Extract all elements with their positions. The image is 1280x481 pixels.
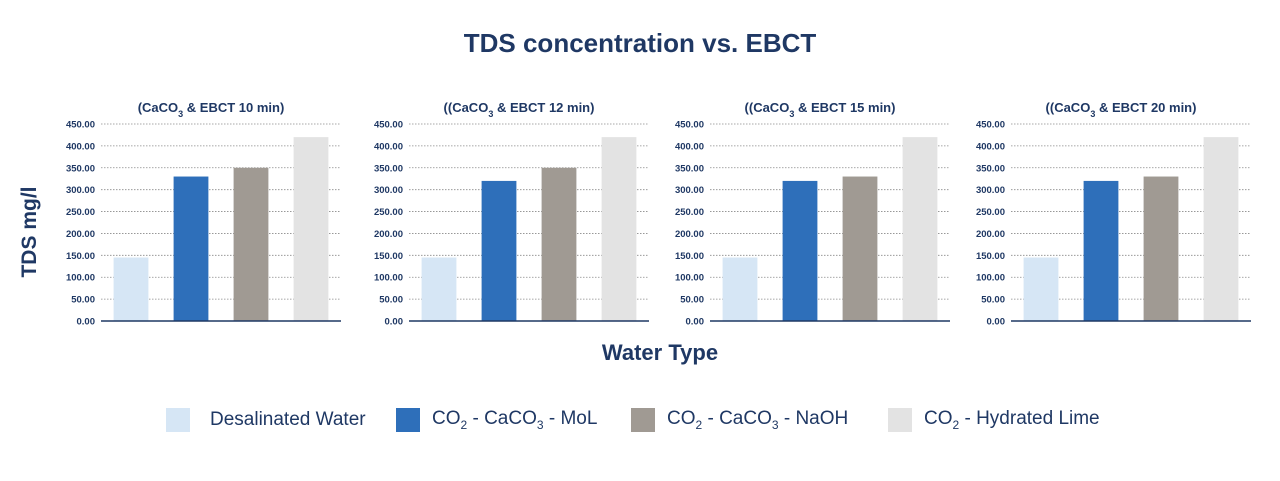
y-tick-label: 350.00 [374, 163, 403, 174]
y-tick-label: 100.00 [66, 273, 95, 284]
y-tick-label: 50.00 [680, 295, 704, 306]
legend-item-co2-caco3-naoh: CO2 - CaCO3 - NaOH [631, 408, 848, 432]
y-tick-label: 0.00 [987, 317, 1006, 328]
y-tick-label: 150.00 [66, 251, 95, 262]
bar-1 [1023, 257, 1059, 321]
y-tick-label: 250.00 [374, 207, 403, 218]
bar-4 [902, 137, 938, 321]
legend-item-desalinated-water: Desalinated Water [166, 408, 366, 432]
y-tick-label: 300.00 [66, 185, 95, 196]
legend-label: CO2 - CaCO3 - NaOH [667, 408, 849, 432]
y-tick-label: 50.00 [71, 295, 95, 306]
bar-1 [722, 257, 758, 321]
bar-1 [113, 257, 149, 321]
legend: Desalinated Water CO2 - CaCO3 - MoL CO2 … [0, 408, 1280, 440]
chart-title: TDS concentration vs. EBCT [463, 28, 817, 58]
y-tick-label: 200.00 [374, 229, 403, 240]
bar-2 [173, 176, 209, 321]
y-tick-label: 400.00 [675, 141, 704, 152]
y-tick-label: 350.00 [675, 163, 704, 174]
y-tick-label: 300.00 [374, 185, 403, 196]
legend-label: Desalinated Water [210, 409, 366, 430]
y-tick-label: 150.00 [374, 251, 403, 262]
bar-4 [601, 137, 637, 321]
y-tick-label: 450.00 [374, 120, 403, 131]
y-tick-label: 150.00 [976, 251, 1005, 262]
y-tick-label: 400.00 [66, 141, 95, 152]
y-tick-label: 300.00 [675, 185, 704, 196]
bar-2 [481, 180, 517, 321]
legend-item-co2-caco3-mol: CO2 - CaCO3 - MoL [396, 408, 597, 432]
y-tick-label: 400.00 [976, 141, 1005, 152]
y-tick-label: 200.00 [675, 229, 704, 240]
y-tick-label: 300.00 [976, 185, 1005, 196]
legend-swatch [396, 408, 420, 432]
y-tick-label: 0.00 [385, 317, 404, 328]
y-tick-label: 350.00 [66, 163, 95, 174]
y-tick-label: 100.00 [976, 273, 1005, 284]
bar-2 [782, 180, 818, 321]
bar-4 [1203, 137, 1239, 321]
y-tick-label: 0.00 [77, 317, 96, 328]
legend-swatch [888, 408, 912, 432]
legend-swatch [166, 408, 190, 432]
y-tick-label: 250.00 [66, 207, 95, 218]
y-tick-label: 350.00 [976, 163, 1005, 174]
y-tick-label: 50.00 [981, 295, 1005, 306]
y-tick-label: 200.00 [66, 229, 95, 240]
y-tick-label: 250.00 [675, 207, 704, 218]
bar-3 [233, 167, 269, 321]
bar-2 [1083, 180, 1119, 321]
y-tick-label: 150.00 [675, 251, 704, 262]
bar-3 [541, 167, 577, 321]
bar-3 [842, 176, 878, 321]
y-tick-label: 250.00 [976, 207, 1005, 218]
y-tick-label: 50.00 [379, 295, 403, 306]
y-tick-label: 100.00 [374, 273, 403, 284]
y-tick-label: 400.00 [374, 141, 403, 152]
y-tick-label: 200.00 [976, 229, 1005, 240]
y-tick-label: 450.00 [66, 120, 95, 131]
legend-item-co2-hydrated-lime: CO2 - Hydrated Lime [888, 408, 1100, 432]
y-tick-label: 0.00 [686, 317, 705, 328]
panel-title: ((CaCO3 & EBCT 12 min) [444, 100, 595, 119]
panel-title: ((CaCO3 & EBCT 15 min) [745, 100, 896, 119]
panel-title: ((CaCO3 & EBCT 20 min) [1046, 100, 1197, 119]
bar-3 [1143, 176, 1179, 321]
y-tick-label: 450.00 [675, 120, 704, 131]
y-tick-label: 100.00 [675, 273, 704, 284]
bar-1 [421, 257, 457, 321]
x-axis-label: Water Type [601, 340, 719, 365]
bar-4 [293, 137, 329, 321]
legend-swatch [631, 408, 655, 432]
legend-label: CO2 - Hydrated Lime [924, 408, 1100, 432]
legend-label: CO2 - CaCO3 - MoL [432, 408, 598, 432]
y-tick-label: 450.00 [976, 120, 1005, 131]
panel-title: (CaCO3 & EBCT 10 min) [138, 100, 285, 119]
